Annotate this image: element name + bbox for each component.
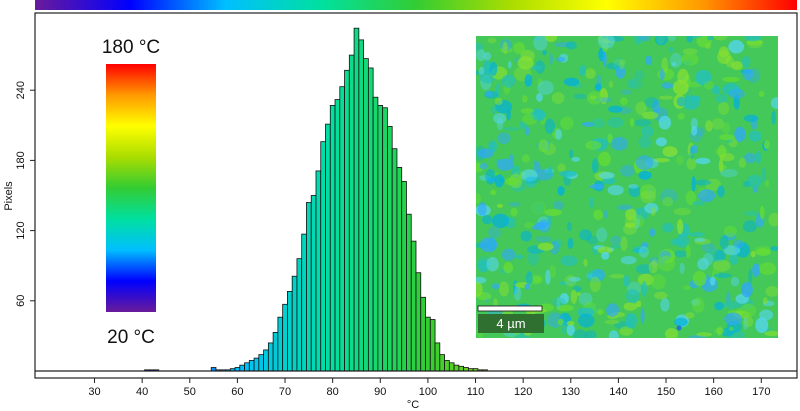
x-tick-label: 50 [184,386,196,398]
scale-bar-label: 4 µm [496,316,525,331]
histogram-bar [325,123,331,372]
thermal-map-inset: 4 µm [476,36,778,338]
histogram-bar [396,167,403,372]
x-tick-label: 170 [752,386,770,398]
histogram-bar [320,141,326,372]
y-tick-label: 180 [15,151,27,169]
histogram-bar [301,233,307,372]
histogram-bar [444,360,450,372]
y-axis-title: Pixels [3,181,15,211]
top-color-scale-bar [35,0,797,10]
histogram-bar [287,291,293,372]
y-tick-label: 60 [15,295,27,307]
histogram-bar [253,357,260,372]
histogram-bar [239,364,245,372]
histogram-bar [339,86,345,372]
histogram-bar [391,148,398,372]
histogram-bar [372,96,379,372]
histogram-bar [353,27,360,372]
histogram-bar [415,272,422,372]
x-tick-label: 160 [704,386,722,398]
histogram-bar [367,67,374,372]
histogram-bar [458,365,465,372]
histogram-bar [258,354,264,372]
histogram-bar [248,360,255,372]
x-tick-label: 60 [231,386,243,398]
histogram-bar [329,105,336,372]
color-scale-min-label: 20 °C [107,327,155,348]
x-tick-label: 150 [657,386,675,398]
x-tick-label: 120 [514,386,532,398]
x-axis-title: °C [407,399,419,411]
histogram-bar [425,316,431,372]
x-tick-label: 30 [88,386,100,398]
histogram-bar [296,258,303,372]
y-tick-label: 120 [15,221,27,239]
histogram-bar [434,342,441,372]
x-tick-label: 140 [609,386,627,398]
x-tick-label: 130 [562,386,580,398]
y-axis-ticks: 60 120 180 240 [15,81,35,307]
x-axis-ticks: 30 40 50 60 70 80 90 100 110 120 130 140 150 160 170 [88,378,770,398]
x-tick-label: 70 [279,386,291,398]
scale-bar-label-background [478,314,544,333]
color-scale-legend [106,64,156,312]
histogram-bar [420,296,426,372]
histogram-bar [358,39,365,372]
histogram-bar [272,331,279,372]
histogram-bar [263,349,269,372]
histogram-bar [277,316,284,372]
histogram-bar [377,105,384,372]
histogram-bar [344,69,350,372]
x-tick-label: 90 [374,386,386,398]
x-tick-label: 80 [327,386,339,398]
histogram-bar [306,202,312,372]
histogram-bar [363,58,369,372]
histogram-bar [244,362,250,372]
histogram-bar [334,99,341,372]
histogram-bar [267,342,274,372]
x-tick-label: 110 [467,386,485,398]
histogram-bar [382,107,388,372]
histogram-bar [453,364,460,372]
histogram-bar [439,354,445,372]
histogram-bar [348,54,355,372]
histogram-bar [282,303,288,372]
histogram-bar [401,181,407,372]
histogram-bar [448,362,455,372]
histogram-bar [406,213,412,372]
histogram-bar [315,170,322,372]
y-tick-label: 240 [15,81,27,99]
color-scale-max-label: 180 °C [102,37,160,58]
histogram-bars [144,27,488,372]
histogram-bar [310,195,317,372]
scale-bar [477,305,543,312]
x-tick-label: 40 [136,386,148,398]
histogram-bar [291,275,298,372]
histogram-bar [429,319,436,372]
histogram-bar [387,126,393,372]
x-tick-label: 100 [419,386,437,398]
histogram-bar [410,240,417,372]
